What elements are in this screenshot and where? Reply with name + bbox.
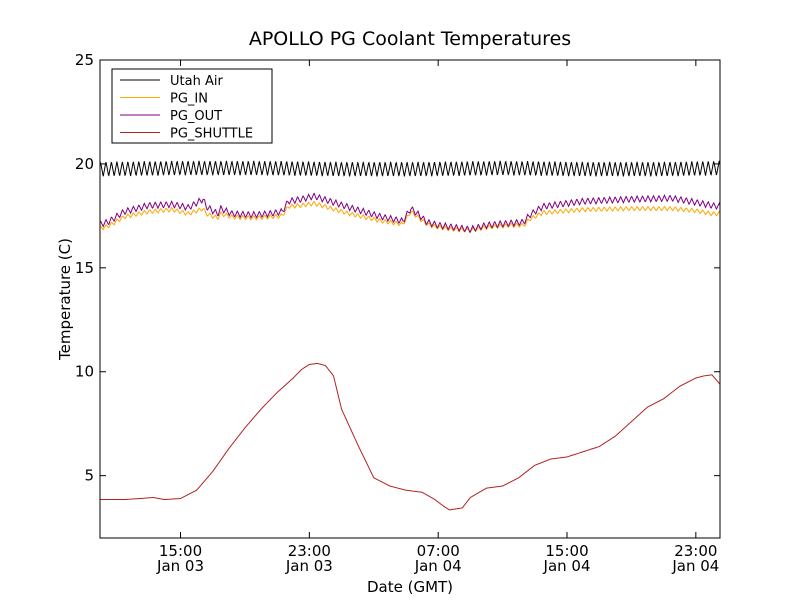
chart-title: APOLLO PG Coolant Temperatures [249, 28, 571, 50]
y-axis: 5 10 15 20 25 [75, 51, 720, 485]
x-tick-time-label: 07:00 [417, 542, 460, 560]
x-tick-time-label: 23:00 [674, 542, 717, 560]
x-tick-time-label: 15:00 [545, 542, 588, 560]
y-tick-label: 25 [75, 51, 94, 69]
series-line-2 [99, 192, 721, 234]
x-tick-time-label: 23:00 [288, 542, 331, 560]
x-tick-date-label: Jan 04 [671, 557, 719, 575]
legend: Utah Air PG_IN PG_OUT PG_SHUTTLE [111, 68, 273, 144]
series-line-3 [100, 362, 721, 511]
legend-label: PG_SHUTTLE [170, 127, 253, 142]
series-layer [99, 160, 721, 511]
y-tick-label: 15 [75, 259, 94, 277]
x-tick-date-label: Jan 03 [156, 557, 204, 575]
series-line-1 [99, 200, 721, 234]
series-line-0 [99, 160, 721, 177]
y-axis-label: Temperature (C) [56, 238, 74, 361]
plot-frame [99, 59, 721, 539]
y-tick-label: 10 [75, 363, 94, 381]
y-tick-label: 5 [84, 467, 94, 485]
legend-label: PG_IN [170, 92, 208, 107]
x-tick-time-label: 15:00 [159, 542, 202, 560]
y-tick-label: 20 [75, 155, 94, 173]
x-tick-date-label: Jan 04 [543, 557, 591, 575]
x-axis-label: Date (GMT) [367, 578, 453, 596]
x-tick-date-label: Jan 03 [285, 557, 333, 575]
legend-label: PG_OUT [170, 109, 222, 124]
legend-label: Utah Air [170, 74, 223, 89]
x-tick-date-label: Jan 04 [414, 557, 462, 575]
legend-box [111, 68, 273, 144]
